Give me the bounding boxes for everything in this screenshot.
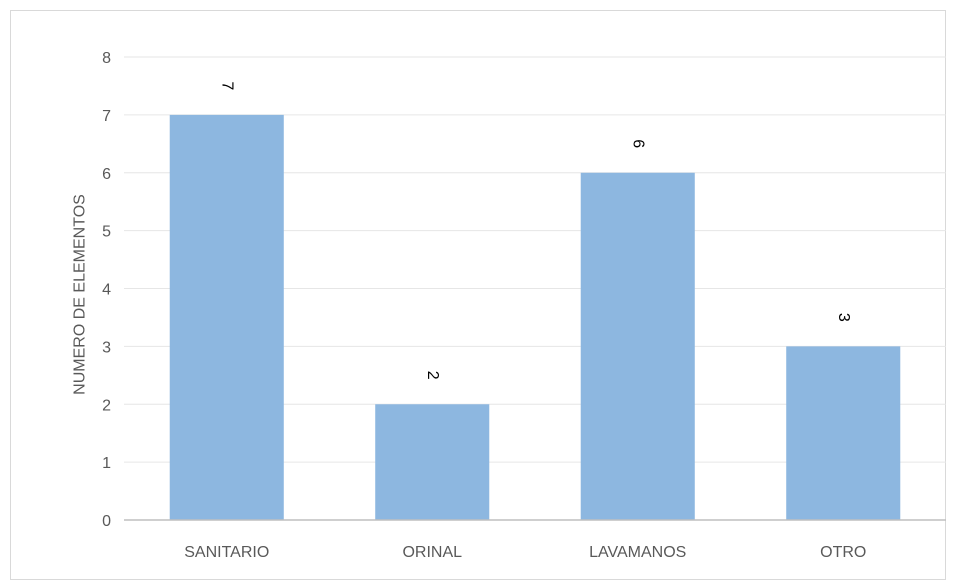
data-label: 2 (424, 371, 441, 380)
x-tick-label: OTRO (820, 544, 866, 561)
y-tick-label: 5 (102, 224, 111, 241)
x-tick-labels: SANITARIO ORINAL LAVAMANOS OTRO (184, 544, 866, 561)
bar-lavamanos (580, 172, 695, 520)
bars (169, 114, 901, 520)
data-label: 3 (835, 313, 852, 322)
y-tick-label: 0 (102, 513, 111, 530)
bar-sanitario (169, 114, 284, 520)
y-tick-label: 1 (102, 455, 111, 472)
x-tick-label: SANITARIO (184, 544, 269, 561)
y-tick-label: 7 (102, 108, 111, 125)
data-label: 6 (629, 139, 646, 148)
bar-orinal (375, 404, 490, 520)
bar-otro (786, 346, 901, 520)
y-tick-label: 2 (102, 397, 111, 414)
y-tick-labels: 0 1 2 3 4 5 6 7 8 (102, 50, 111, 530)
data-labels: 7 2 6 3 (218, 81, 852, 379)
y-tick-label: 3 (102, 339, 111, 356)
y-axis-title: NUMERO DE ELEMENTOS (72, 194, 89, 395)
y-tick-label: 8 (102, 50, 111, 67)
x-tick-label: ORINAL (402, 544, 462, 561)
y-tick-label: 4 (102, 282, 111, 299)
x-tick-label: LAVAMANOS (589, 544, 686, 561)
y-tick-label: 6 (102, 166, 111, 183)
data-label: 7 (218, 81, 235, 90)
